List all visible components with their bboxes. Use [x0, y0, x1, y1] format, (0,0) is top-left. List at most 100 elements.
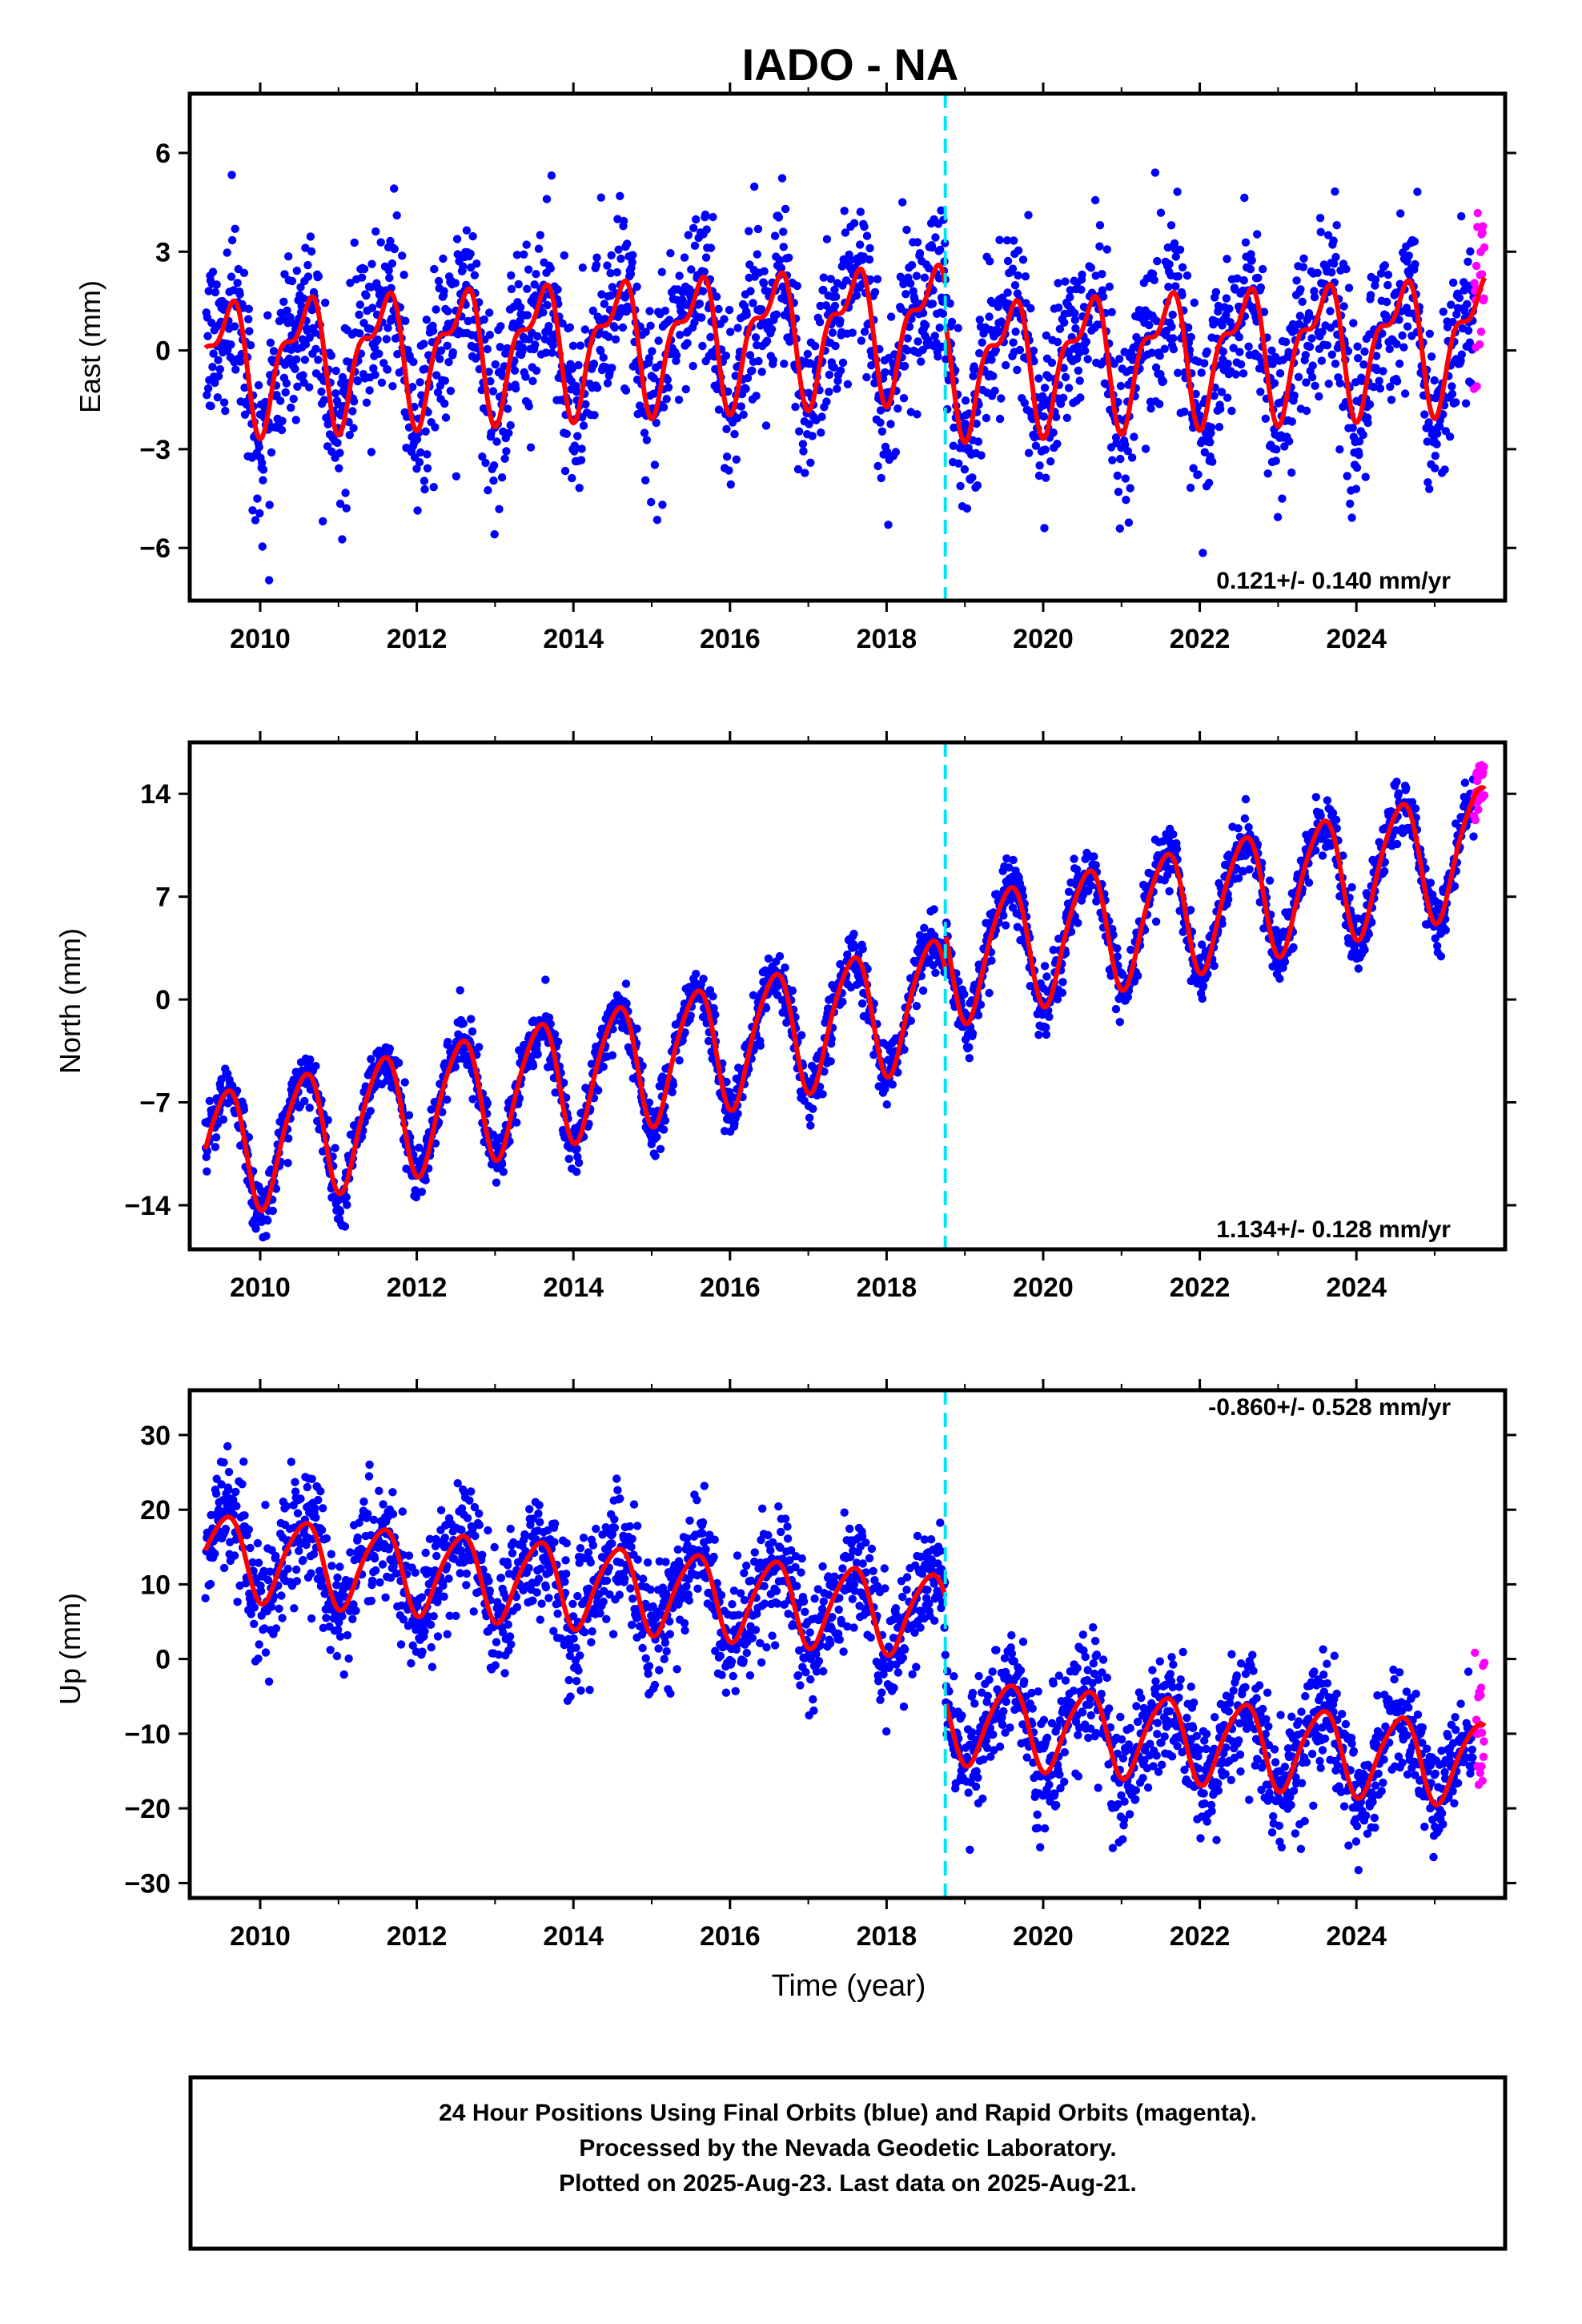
north-final-point	[1316, 811, 1325, 820]
north-final-point	[1133, 971, 1142, 980]
east-final-point	[1464, 257, 1472, 266]
east-final-point	[1169, 344, 1178, 354]
east-final-point	[560, 466, 570, 476]
north-final-point	[1244, 822, 1253, 832]
east-final-point	[1040, 524, 1049, 533]
east-final-point	[597, 290, 606, 299]
north-final-point	[1042, 1030, 1051, 1039]
east-final-point	[245, 327, 254, 336]
east-final-point	[1396, 209, 1405, 218]
east-final-point	[1290, 391, 1299, 400]
east-final-point	[377, 378, 387, 387]
east-final-point	[204, 287, 213, 296]
east-final-point	[818, 285, 828, 295]
east-final-point	[1113, 471, 1122, 480]
north-final-point	[1074, 919, 1082, 927]
east-final-point	[207, 401, 215, 411]
north-final-point	[554, 1037, 563, 1047]
east-final-point	[969, 372, 978, 380]
east-final-point	[208, 267, 218, 276]
east-final-point	[661, 306, 670, 316]
east-final-point	[1152, 316, 1161, 326]
east-final-point	[674, 396, 684, 404]
east-final-point	[212, 280, 221, 289]
north-final-point	[1058, 988, 1067, 997]
east-final-point	[1098, 286, 1107, 295]
north-final-point	[1265, 876, 1275, 885]
east-rapid-point	[1480, 294, 1488, 303]
east-final-point	[618, 323, 628, 332]
east-final-point	[937, 206, 946, 215]
east-final-point	[831, 292, 841, 301]
north-final-point	[427, 1105, 436, 1114]
north-final-point	[705, 986, 715, 995]
east-final-point	[1463, 300, 1472, 308]
east-final-point	[1452, 310, 1461, 319]
east-final-point	[1049, 428, 1058, 437]
east-final-point	[726, 480, 735, 489]
east-final-point	[1211, 287, 1221, 296]
east-final-point	[1053, 337, 1062, 347]
east-final-point	[558, 319, 567, 328]
east-final-point	[1440, 465, 1449, 474]
east-final-point	[745, 351, 755, 360]
east-final-point	[577, 444, 586, 453]
east-final-point	[826, 275, 835, 283]
east-final-point	[989, 372, 998, 380]
east-final-point	[1465, 338, 1475, 347]
east-final-point	[777, 174, 787, 183]
east-final-point	[1410, 237, 1419, 246]
east-final-point	[546, 264, 555, 273]
east-final-point	[423, 450, 432, 459]
east-final-point	[725, 305, 734, 315]
north-final-point	[809, 1104, 817, 1113]
east-final-point	[994, 302, 1003, 312]
east-final-point	[725, 466, 733, 475]
north-final-point	[1092, 897, 1101, 906]
east-final-point	[961, 396, 970, 405]
east-final-point	[263, 311, 272, 320]
east-final-point	[1216, 404, 1225, 413]
north-final-point	[1091, 861, 1100, 870]
east-final-point	[1369, 383, 1378, 392]
north-final-point	[444, 1037, 452, 1047]
north-final-point	[1169, 830, 1178, 839]
east-rapid-point	[1479, 222, 1488, 231]
east-final-point	[255, 509, 264, 518]
east-final-point	[1145, 320, 1154, 330]
east-final-point	[289, 394, 298, 404]
east-final-point	[753, 250, 761, 259]
east-final-point	[925, 263, 934, 273]
east-final-point	[676, 330, 685, 340]
east-final-point	[331, 366, 340, 376]
east-final-point	[1081, 346, 1090, 356]
east-final-point	[1327, 267, 1336, 277]
east-final-point	[484, 368, 493, 376]
east-final-point	[1053, 440, 1062, 448]
north-final-point	[1234, 824, 1243, 833]
north-final-point	[709, 1003, 718, 1013]
east-final-point	[1060, 318, 1069, 327]
east-final-point	[213, 393, 223, 402]
east-final-point	[611, 335, 620, 344]
east-final-point	[642, 436, 652, 444]
east-final-point	[841, 228, 850, 237]
east-final-point	[276, 396, 285, 405]
north-final-point	[1354, 964, 1363, 973]
north-final-point	[1109, 931, 1118, 939]
east-final-point	[930, 332, 940, 340]
north-final-point	[976, 1000, 986, 1009]
east-final-point	[1038, 392, 1047, 400]
east-final-point	[333, 438, 342, 448]
east-final-point	[1002, 360, 1010, 370]
east-final-point	[443, 341, 452, 350]
north-final-point	[1090, 852, 1098, 861]
east-final-point	[1010, 281, 1020, 290]
north-final-point	[497, 1160, 507, 1168]
east-final-point	[431, 423, 440, 432]
east-final-point	[1375, 376, 1383, 385]
north-final-point	[219, 1115, 228, 1124]
north-final-point	[1126, 945, 1135, 955]
east-final-point	[692, 215, 701, 224]
east-final-point	[1155, 400, 1164, 408]
